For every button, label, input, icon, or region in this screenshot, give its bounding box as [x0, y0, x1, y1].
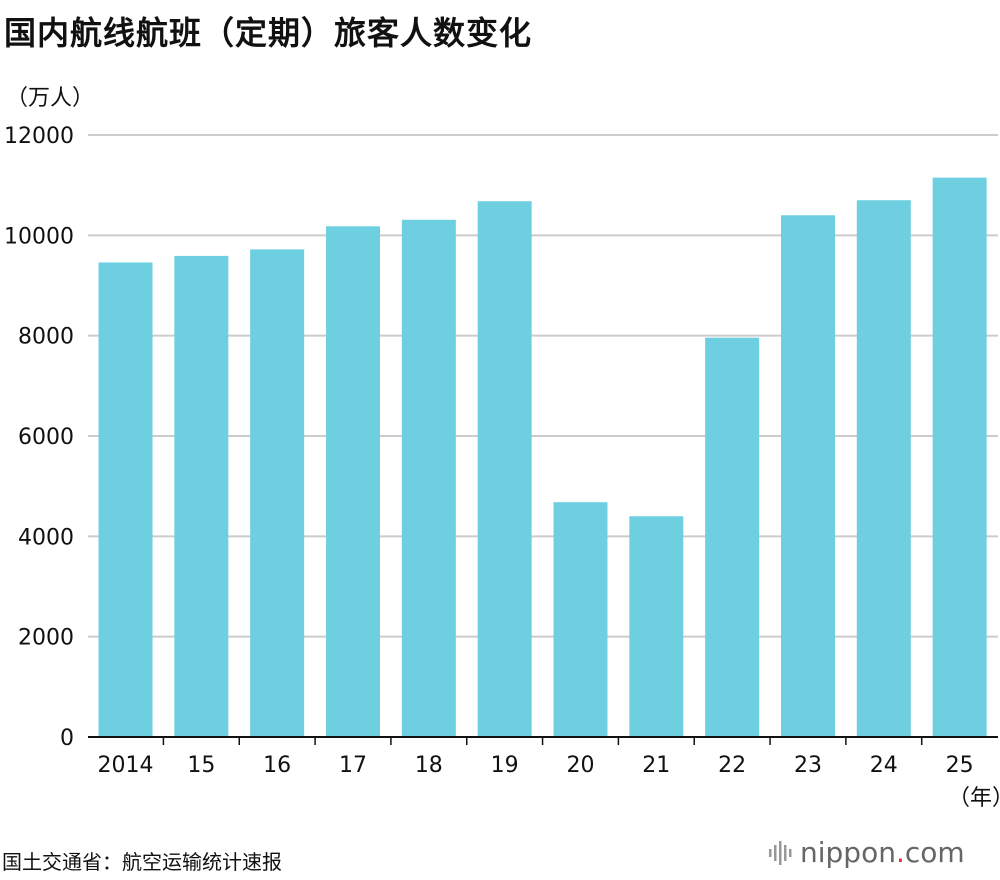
x-tick-label: 2014 [98, 753, 154, 778]
y-tick-label: 4000 [18, 525, 74, 550]
chart-title: 国内航线航班（定期）旅客人数变化 [4, 14, 533, 52]
bar-19 [477, 201, 532, 738]
y-axis-unit-label: （万人） [6, 86, 95, 111]
x-tick-label: 20 [566, 753, 594, 778]
sound-bars-icon [769, 840, 792, 865]
x-tick-label: 16 [263, 753, 291, 778]
x-tick-label: 17 [339, 753, 367, 778]
x-tick-label: 18 [415, 753, 443, 778]
x-tick-label: 22 [718, 753, 746, 778]
bar-22 [705, 337, 760, 737]
x-tick-label: 23 [794, 753, 822, 778]
bar-2014 [98, 262, 153, 737]
x-tick-label: 15 [187, 753, 215, 778]
y-tick-label: 10000 [4, 224, 74, 249]
x-tick-label: 24 [870, 753, 898, 778]
bar-16 [250, 249, 305, 737]
x-tick-label: 19 [491, 753, 519, 778]
nippon-logo: nippon. com [768, 836, 965, 869]
bar-25 [932, 177, 987, 737]
bar-18 [401, 219, 456, 737]
x-tick-label: 25 [946, 753, 974, 778]
y-tick-label: 2000 [18, 626, 74, 651]
source-note: 国土交通省：航空运输统计速报 [2, 850, 282, 874]
y-tick-label: 12000 [4, 124, 74, 149]
logo-dot: . [895, 836, 905, 869]
y-tick-label: 0 [60, 726, 74, 751]
y-tick-label: 8000 [18, 325, 74, 350]
logo-domain: com [904, 836, 965, 869]
bar-20 [553, 502, 608, 737]
bar-17 [325, 226, 380, 737]
bar-23 [780, 215, 835, 737]
bar-21 [629, 516, 684, 737]
x-axis-unit-label: （年） [948, 786, 1000, 811]
x-tick-label: 21 [642, 753, 670, 778]
logo-name: nippon [800, 836, 896, 869]
bar-24 [856, 200, 911, 737]
bar-15 [174, 255, 229, 737]
y-tick-label: 6000 [18, 425, 74, 450]
